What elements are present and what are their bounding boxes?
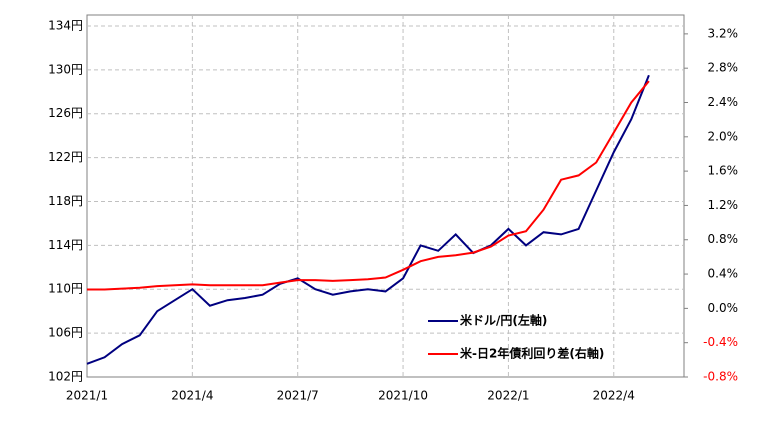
- x-tick-label: 2021/10: [378, 389, 428, 403]
- y-tick-label: 122円: [48, 150, 83, 164]
- y2-tick-label: 2.0%: [708, 129, 739, 143]
- x-tick-label: 2022/1: [487, 389, 529, 403]
- plot-frame: [86, 14, 685, 378]
- series-line: [86, 74, 650, 365]
- series-line: [87, 80, 650, 291]
- y2-tick-label: -0.4%: [703, 335, 738, 349]
- y2-tick-label: 3.2%: [708, 26, 739, 40]
- y2-tick-label: 2.4%: [708, 95, 739, 109]
- legend-label: 米ドル/円(左軸): [460, 313, 547, 328]
- y-tick-label: 106円: [48, 326, 83, 340]
- y-tick-label: 126円: [48, 106, 83, 120]
- y-tick-label: 118円: [48, 194, 83, 208]
- y2-tick-label: -0.8%: [703, 370, 738, 384]
- y-tick-label: 110円: [48, 282, 83, 296]
- y-tick-label: 134円: [48, 18, 83, 32]
- y2-tick-label: 1.6%: [708, 164, 739, 178]
- y2-tick-label: 2.8%: [708, 61, 739, 75]
- y-tick-label: 102円: [48, 370, 83, 384]
- x-tick-label: 2021/4: [171, 389, 213, 403]
- y-tick-label: 114円: [48, 238, 83, 252]
- y2-tick-label: 0.8%: [708, 232, 739, 246]
- x-tick-label: 2021/7: [277, 389, 319, 403]
- y2-tick-label: 0.4%: [708, 267, 739, 281]
- y2-tick-label: 1.2%: [708, 198, 739, 212]
- y2-tick-label: 0.0%: [708, 301, 739, 315]
- x-tick-label: 2022/4: [593, 389, 635, 403]
- legend-label: 米-日2年債利回り差(右軸): [460, 346, 604, 361]
- x-tick-label: 2021/1: [66, 389, 108, 403]
- y-tick-label: 130円: [48, 62, 83, 76]
